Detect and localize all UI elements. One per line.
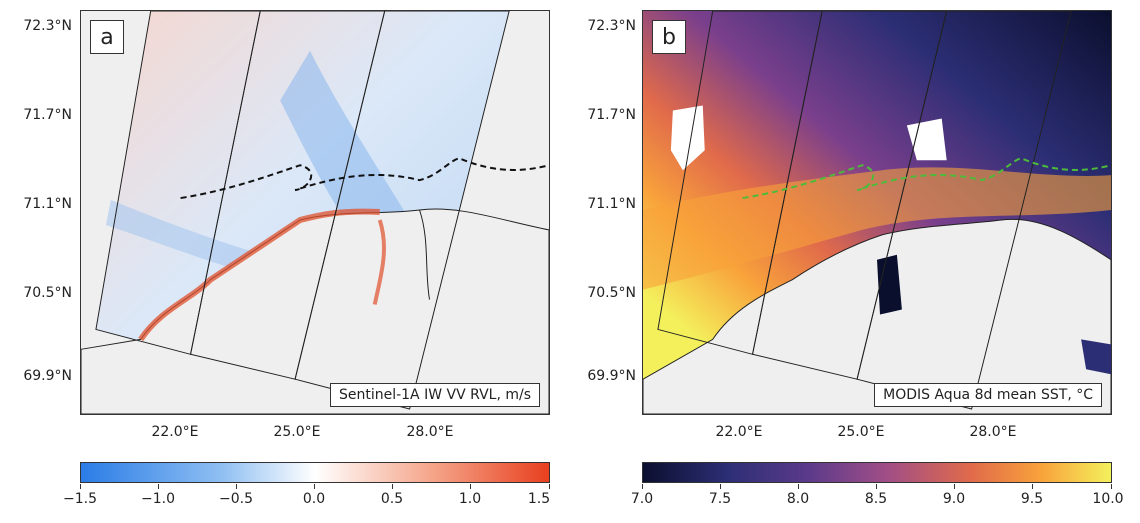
- colorbar-label: −0.5: [219, 491, 253, 507]
- colorbar-tick: [80, 484, 81, 489]
- colorbar-tick: [549, 484, 550, 489]
- swath-outlines: [95, 11, 510, 410]
- lon-label: 22.0°E: [151, 424, 199, 440]
- colorbar-tick: [720, 484, 721, 489]
- cloud-gap: [906, 118, 947, 161]
- colorbar-tick: [236, 484, 237, 489]
- colorbar-label: 1.5: [527, 491, 551, 507]
- panel-b: b MODIS Aqua 8d mean SST, °C 72.3°N 71.7…: [570, 0, 1140, 523]
- lat-label: 71.1°N: [587, 196, 636, 212]
- colorbar-tick: [1111, 484, 1112, 489]
- map-caption: MODIS Aqua 8d mean SST, °C: [874, 383, 1102, 407]
- colorbar-tick: [392, 484, 393, 489]
- map-caption: Sentinel-1A IW VV RVL, m/s: [329, 383, 540, 407]
- rvl-map: [80, 10, 550, 415]
- colorbar-label: 1.0: [458, 491, 482, 507]
- colorbar-label: 7.5: [708, 491, 732, 507]
- panel-a: a Sentinel-1A IW VV RVL, m/s 72.3°N 71.7…: [23, 10, 551, 507]
- colorbar-tick: [158, 484, 159, 489]
- sst-map: [642, 10, 1112, 415]
- colorbar-rvl: [80, 462, 550, 483]
- panel-letter: a: [90, 20, 124, 54]
- rvl-map-graphic: [81, 11, 549, 414]
- colorbar-label: 0.5: [380, 491, 404, 507]
- colorbar-label: 8.5: [864, 491, 888, 507]
- lat-label: 72.3°N: [23, 18, 72, 34]
- swath-outlines: [657, 11, 1072, 410]
- colorbar-tick: [1032, 484, 1033, 489]
- lat-label: 69.9°N: [587, 368, 636, 384]
- ship-track: [742, 157, 1111, 200]
- colorbar-tick: [954, 484, 955, 489]
- lon-label: 22.0°E: [715, 424, 763, 440]
- lon-label: 25.0°E: [273, 424, 321, 440]
- ship-track: [180, 157, 549, 200]
- colorbar-tick: [798, 484, 799, 489]
- lat-label: 70.5°N: [587, 285, 636, 301]
- panel-letter: b: [652, 20, 686, 54]
- colorbar-label: 9.0: [942, 491, 966, 507]
- lon-label: 28.0°E: [969, 424, 1017, 440]
- colorbar-label: 8.0: [786, 491, 810, 507]
- lon-label: 25.0°E: [837, 424, 885, 440]
- lat-label: 71.7°N: [23, 107, 72, 123]
- lat-label: 71.1°N: [23, 196, 72, 212]
- lat-label: 72.3°N: [587, 18, 636, 34]
- cloud-gap: [670, 105, 705, 171]
- colorbar-sst: [642, 462, 1112, 483]
- colorbar-tick: [876, 484, 877, 489]
- sst-map-graphic: [643, 11, 1111, 414]
- lon-label: 28.0°E: [406, 424, 454, 440]
- lat-label: 71.7°N: [587, 107, 636, 123]
- coastline-land: [643, 218, 1111, 414]
- colorbar-label: 7.0: [630, 491, 654, 507]
- colorbar-label: −1.5: [63, 491, 97, 507]
- colorbar-label: 10.0: [1092, 491, 1124, 507]
- colorbar-tick: [642, 484, 643, 489]
- lat-label: 70.5°N: [23, 285, 72, 301]
- colorbar-label: 0.0: [302, 491, 326, 507]
- colorbar-tick: [314, 484, 315, 489]
- lat-label: 69.9°N: [23, 368, 72, 384]
- colorbar-label: 9.5: [1020, 491, 1044, 507]
- colorbar-label: −1.0: [141, 491, 175, 507]
- colorbar-tick: [470, 484, 471, 489]
